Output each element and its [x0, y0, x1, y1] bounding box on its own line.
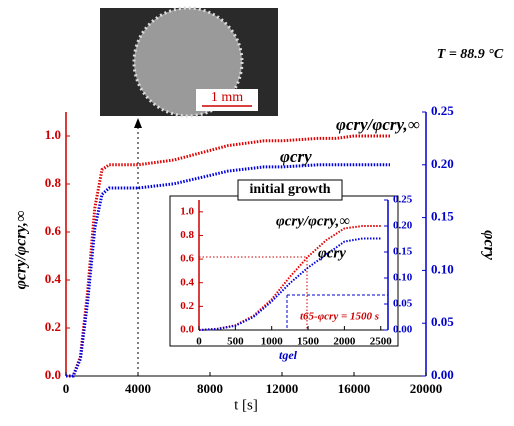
- x-tick-label: 16000: [338, 381, 371, 396]
- x-tick-label: 20000: [410, 381, 443, 396]
- y-tick-label: 0.4: [180, 276, 194, 288]
- y2-tick-label: 0.10: [393, 272, 413, 284]
- x-tick-label: 12000: [266, 381, 299, 396]
- y-tick-label: 1.0: [180, 205, 194, 217]
- arrow-head: [134, 118, 142, 128]
- y-tick-label: 0.2: [180, 300, 194, 312]
- temperature-label: T = 88.9 °C: [437, 47, 504, 62]
- gel-time-label: tgel: [279, 348, 298, 362]
- x-tick-label: 0: [196, 336, 202, 348]
- x-tick-label: 8000: [197, 381, 223, 396]
- y2-tick-label: 0.00: [431, 367, 454, 382]
- inset-title: initial growth: [249, 182, 330, 197]
- y-tick-label: 0.0: [180, 324, 194, 336]
- y-tick-label: 0.8: [180, 229, 194, 241]
- inset-title-box: [237, 179, 343, 201]
- y2-tick-label: 0.20: [393, 220, 413, 232]
- y-tick-label: 0.0: [45, 367, 61, 382]
- y2-tick-label: 0.00: [393, 324, 413, 336]
- inset-frame: [169, 195, 399, 347]
- micrograph-texture: [132, 6, 244, 118]
- y2-tick-label: 0.25: [393, 194, 413, 206]
- half-time-label: t65-φcry = 1500 s: [300, 311, 379, 323]
- y-tick-label: 0.2: [45, 319, 61, 334]
- series-line: [198, 237, 381, 331]
- y-tick-label: 0.6: [180, 253, 194, 265]
- series-line: [66, 134, 390, 378]
- y-tick-label: 1.0: [45, 127, 61, 142]
- y2-tick-label: 0.25: [431, 103, 454, 118]
- y-tick-label: 0.6: [45, 223, 62, 238]
- y-tick-label: 0.4: [45, 271, 62, 286]
- x-tick-label: 2000: [333, 336, 356, 348]
- x-tick-label: 4000: [125, 381, 151, 396]
- x-tick-label: 2500: [370, 336, 393, 348]
- y2-tick-label: 0.15: [431, 209, 454, 224]
- scale-label: 1 mm: [211, 90, 243, 105]
- x-axis-label: t [s]: [234, 397, 258, 413]
- x-tick-label: 1000: [261, 336, 284, 348]
- y-axis-label: φcry/φcry,∞: [13, 211, 30, 290]
- series-label: φcry: [280, 147, 312, 166]
- y-tick-label: 0.8: [45, 175, 62, 190]
- y2-tick-label: 0.20: [431, 156, 454, 171]
- x-tick-label: 0: [63, 381, 70, 396]
- x-tick-label: 1500: [297, 336, 320, 348]
- series-label: φcry/φcry,∞: [276, 213, 350, 229]
- y2-axis-label: φcry: [480, 230, 497, 261]
- y2-tick-label: 0.05: [431, 314, 454, 329]
- series-label: φcry/φcry,∞: [336, 115, 420, 134]
- x-tick-label: 500: [227, 336, 244, 348]
- y2-tick-label: 0.05: [393, 298, 413, 310]
- y2-tick-label: 0.10: [431, 261, 454, 276]
- y2-tick-label: 0.15: [393, 246, 413, 258]
- series-label: φcry: [318, 245, 346, 261]
- series-line: [66, 163, 390, 378]
